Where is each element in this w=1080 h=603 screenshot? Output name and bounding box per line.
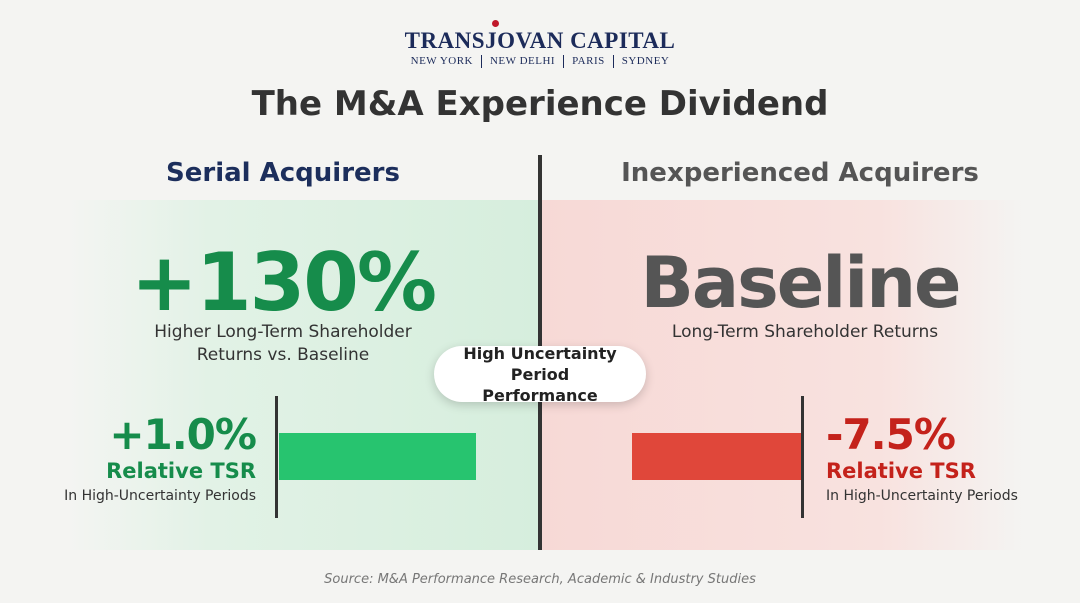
source: Source: M&A Performance Research, Academ… [324, 572, 756, 587]
locations: NEW YORK NEW DELHI PARIS SYDNEY [0, 55, 1080, 68]
positive-bar [279, 433, 476, 480]
brand-dot [492, 20, 499, 27]
negative-bar [632, 433, 801, 480]
metric-caption: In High-Uncertainty Periods [826, 488, 1018, 504]
metric-label: Relative TSR [826, 459, 976, 483]
panel-heading: Serial Acquirers [166, 158, 400, 188]
metric: -7.5% [826, 410, 956, 459]
location: PARIS [563, 55, 613, 68]
panel-heading: Inexperienced Acquirers [621, 158, 979, 188]
metric-caption: In High-Uncertainty Periods [64, 488, 256, 504]
axis-line [275, 396, 278, 518]
location: NEW DELHI [480, 55, 563, 68]
headline-caption: Long-Term Shareholder Returns [671, 322, 939, 342]
headline: Baseline [640, 242, 961, 324]
location: SYDNEY [612, 55, 678, 68]
center-badge: High Uncertainty Period Performance [434, 344, 646, 405]
axis-line [801, 396, 804, 518]
headline: +130% [130, 236, 437, 329]
metric-label: Relative TSR [106, 459, 256, 483]
brand: TRANSJOVAN CAPITAL [404, 28, 676, 53]
title: The M&A Experience Dividend [251, 84, 829, 124]
location: NEW YORK [410, 55, 473, 67]
headline-caption: Higher Long-Term Shareholder Returns vs.… [154, 322, 412, 365]
metric: +1.0% [109, 410, 257, 459]
